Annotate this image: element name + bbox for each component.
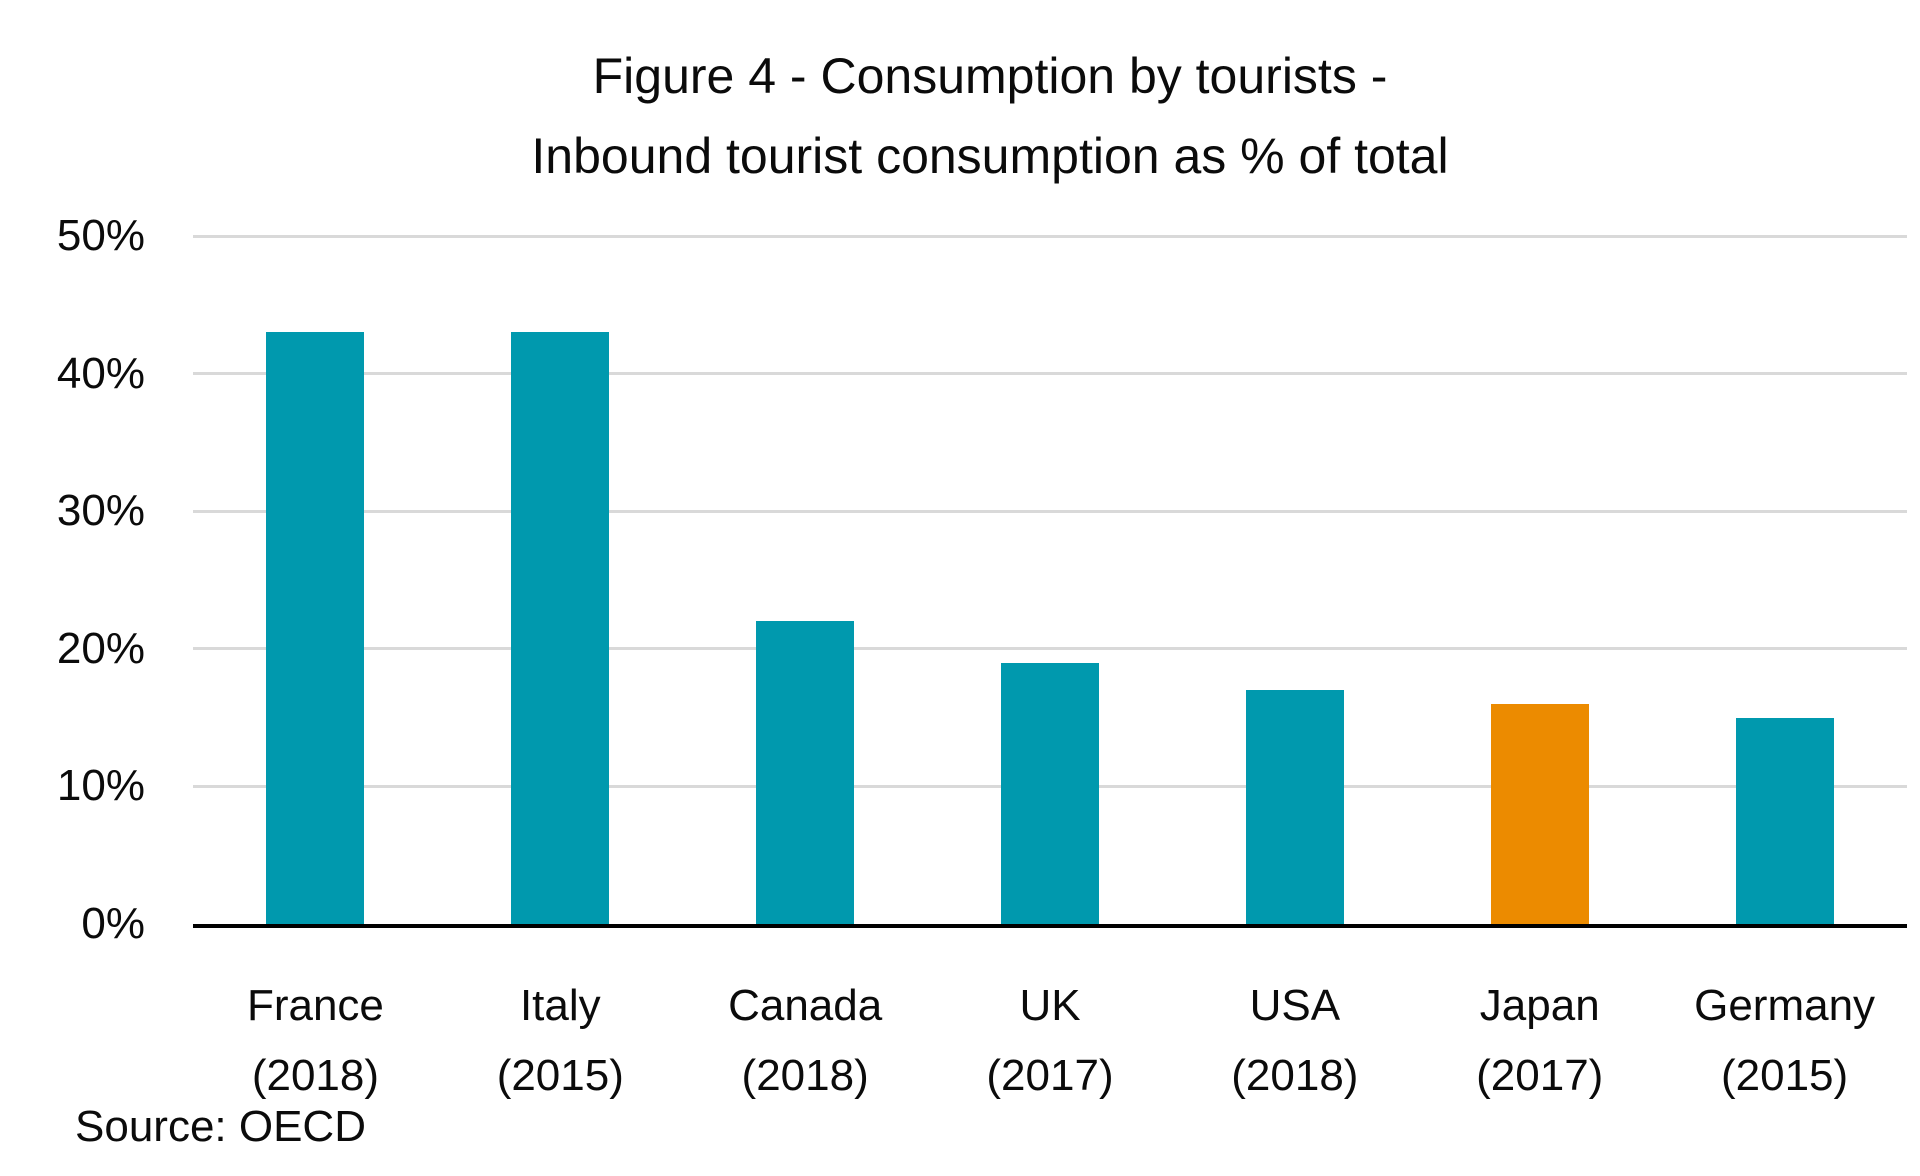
bar-slot-japan-2017 <box>1417 236 1662 924</box>
category-label-japan-2017: Japan (2017) <box>1417 971 1662 1111</box>
y-axis-tick-labels: 0% 10% 20% 30% 40% 50% <box>0 214 150 946</box>
chart-title-line2: Inbound tourist consumption as % of tota… <box>531 128 1449 184</box>
bar-series <box>193 236 1907 924</box>
category-label-usa-2018: USA (2018) <box>1172 971 1417 1111</box>
bar-germany-2015 <box>1735 717 1834 924</box>
y-tick-label-40-percent: 40% <box>56 348 145 398</box>
x-axis-category-labels: France (2018) Italy (2015) Canada (2018) UK (20… <box>193 971 1907 1111</box>
gridline-30-percent <box>193 509 1907 513</box>
category-label-italy-2015: Italy (2015) <box>438 971 683 1111</box>
y-tick-label-20-percent: 20% <box>56 623 145 673</box>
category-label-uk-2017: UK (2017) <box>928 971 1173 1111</box>
category-label-canada-2018: Canada (2018) <box>683 971 928 1111</box>
category-year-label: (2015) <box>1720 1051 1849 1100</box>
chart-title: Figure 4 - Consumption by tourists - Inb… <box>60 36 1920 196</box>
category-country-label: USA <box>1249 981 1341 1030</box>
gridline-20-percent <box>193 647 1907 651</box>
bar-france-2018 <box>266 332 365 924</box>
y-tick-label-50-percent: 50% <box>56 211 145 260</box>
bar-canada-2018 <box>756 621 855 924</box>
source-note: Source: OECD <box>75 1102 366 1151</box>
chart-title-line1: Figure 4 - Consumption by tourists - <box>592 48 1388 104</box>
gridline-40-percent <box>193 372 1907 376</box>
category-country-label: France <box>246 981 384 1030</box>
y-tick-label-30-percent: 30% <box>56 486 145 536</box>
gridline-50-percent <box>193 234 1907 238</box>
category-country-label: Japan <box>1479 981 1600 1030</box>
bar-slot-usa-2018 <box>1172 236 1417 924</box>
category-label-france-2018: France (2018) <box>193 971 438 1111</box>
bar-slot-france-2018 <box>193 236 438 924</box>
y-tick-label-10-percent: 10% <box>56 761 145 811</box>
y-tick-label-0-percent: 0% <box>81 899 145 948</box>
bar-slot-canada-2018 <box>683 236 928 924</box>
bar-usa-2018 <box>1245 690 1344 924</box>
category-year-label: (2018) <box>741 1051 869 1100</box>
bar-slot-italy-2015 <box>438 236 683 924</box>
category-label-germany-2015: Germany (2015) <box>1662 971 1907 1111</box>
bar-slot-uk-2017 <box>928 236 1173 924</box>
bar-slot-germany-2015 <box>1662 236 1907 924</box>
category-year-label: (2018) <box>1231 1051 1359 1100</box>
bar-japan-2017 <box>1490 703 1589 924</box>
category-country-label: UK <box>1019 981 1081 1030</box>
category-country-label: Italy <box>519 981 601 1030</box>
category-year-label: (2018) <box>251 1051 380 1100</box>
category-year-label: (2015) <box>496 1051 624 1100</box>
bar-uk-2017 <box>1001 662 1099 924</box>
plot-area <box>193 234 1907 928</box>
category-year-label: (2017) <box>986 1051 1114 1100</box>
category-country-label: Canada <box>728 981 883 1030</box>
bar-italy-2015 <box>511 332 610 924</box>
category-year-label: (2017) <box>1476 1051 1604 1100</box>
category-country-label: Germany <box>1694 981 1876 1030</box>
